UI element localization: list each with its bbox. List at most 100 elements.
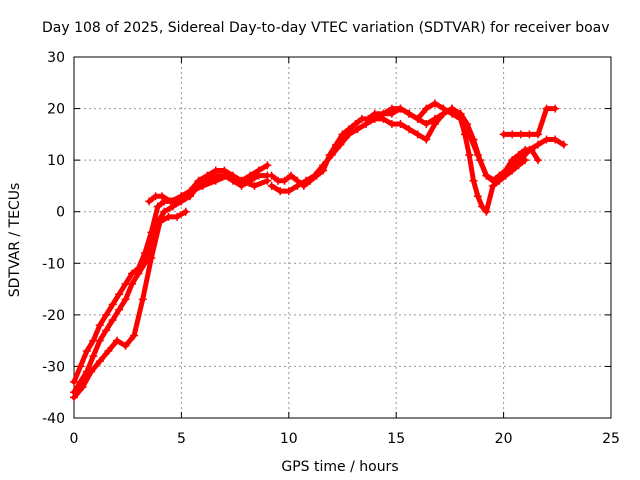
data-point <box>351 120 360 129</box>
data-point <box>158 192 167 201</box>
data-point <box>491 176 500 185</box>
data-point <box>542 104 551 113</box>
y-tick-label: 20 <box>47 102 65 118</box>
data-point <box>396 104 405 113</box>
data-point <box>508 161 517 170</box>
data-point <box>516 156 525 165</box>
x-tick-label: 10 <box>280 431 298 447</box>
data-point <box>473 192 482 201</box>
data-point <box>155 218 164 227</box>
data-point <box>516 130 525 139</box>
data-point <box>168 202 177 211</box>
data-point <box>284 187 293 196</box>
y-tick-label: -10 <box>42 256 65 272</box>
series-track-a <box>70 161 272 386</box>
data-point <box>396 120 405 129</box>
data-point <box>89 352 98 361</box>
data-point <box>78 383 87 392</box>
data-point <box>181 207 190 216</box>
data-point <box>160 207 169 216</box>
data-point <box>478 202 487 211</box>
y-tick-label: 0 <box>56 205 65 221</box>
data-point <box>439 109 448 118</box>
x-tick-label: 25 <box>602 431 620 447</box>
data-points <box>70 99 568 402</box>
data-point <box>473 150 482 159</box>
data-point <box>115 290 124 299</box>
data-point <box>173 212 182 221</box>
data-point <box>293 181 302 190</box>
data-point <box>533 140 542 149</box>
data-point <box>147 254 156 263</box>
data-point <box>301 176 310 185</box>
data-point <box>76 362 85 371</box>
data-point <box>413 130 422 139</box>
data-point <box>87 367 96 376</box>
data-point <box>499 130 508 139</box>
grid <box>74 57 611 418</box>
data-point <box>559 140 568 149</box>
plot-frame <box>73 56 612 419</box>
data-point <box>286 171 295 180</box>
series-track-d <box>145 171 272 206</box>
x-axis-label: GPS time / hours <box>281 459 398 475</box>
data-point <box>145 197 154 206</box>
series-trail <box>269 100 528 215</box>
data-point <box>102 326 111 335</box>
data-point <box>422 135 431 144</box>
data-point <box>134 269 143 278</box>
data-point <box>70 393 78 402</box>
data-point <box>353 125 362 134</box>
data-point <box>508 130 517 139</box>
axis-ticks: 0 5 10 15 20 25 -40 -30 -20 -10 0 10 20 30 <box>42 50 620 447</box>
data-point <box>533 156 542 165</box>
data-point <box>525 130 534 139</box>
data-point <box>370 114 379 123</box>
data-point <box>95 357 104 366</box>
data-point <box>482 207 491 216</box>
y-tick-label: -40 <box>42 411 65 427</box>
data-point <box>104 346 113 355</box>
data-point <box>140 259 149 268</box>
data-point <box>263 176 272 185</box>
data-point <box>405 109 414 118</box>
data-point <box>499 171 508 180</box>
data-point <box>267 181 276 190</box>
data-point <box>533 130 542 139</box>
data-point <box>413 114 422 123</box>
data-point <box>482 171 491 180</box>
data-point <box>198 181 207 190</box>
data-point <box>164 212 173 221</box>
data-point <box>387 109 396 118</box>
x-tick-label: 20 <box>495 431 513 447</box>
data-point <box>465 150 474 159</box>
data-point <box>319 161 328 170</box>
data-point <box>551 104 560 113</box>
data-point <box>127 279 136 288</box>
y-tick-label: 10 <box>47 153 65 169</box>
data-point <box>310 171 319 180</box>
data-point <box>108 316 117 325</box>
x-tick-label: 0 <box>70 431 79 447</box>
data-point <box>237 176 246 185</box>
data-point <box>379 114 388 123</box>
series-track-g <box>370 104 568 185</box>
data-point <box>115 305 124 314</box>
data-point <box>430 120 439 129</box>
data-point <box>254 171 263 180</box>
data-point <box>166 197 175 206</box>
x-tick-label: 15 <box>387 431 405 447</box>
data-point <box>263 161 272 170</box>
y-axis-label: SDTVAR / TECUs <box>7 183 23 298</box>
data-point <box>422 104 431 113</box>
series-track-h <box>499 104 560 139</box>
data-point <box>224 171 233 180</box>
data-point <box>267 171 276 180</box>
data-point <box>211 176 220 185</box>
data-point <box>469 176 478 185</box>
data-point <box>102 310 111 319</box>
data-point <box>542 135 551 144</box>
data-point <box>448 104 457 113</box>
data-point <box>112 336 121 345</box>
